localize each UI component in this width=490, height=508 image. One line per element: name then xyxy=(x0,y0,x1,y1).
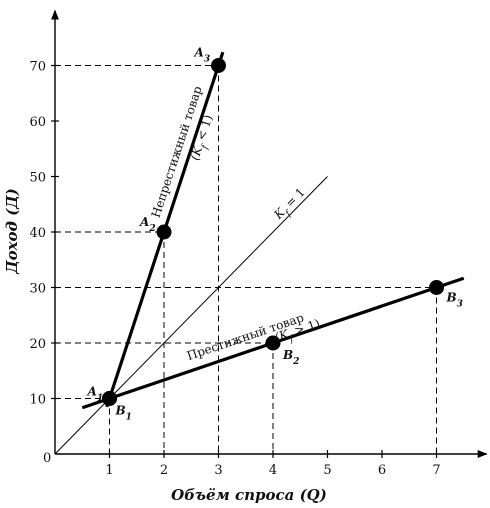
x-axis-title: Объём спроса (Q) xyxy=(171,486,327,504)
point-label: A3 xyxy=(194,46,211,65)
y-tick-label: 40 xyxy=(29,226,46,241)
x-tick-label: 6 xyxy=(378,463,386,478)
data-point xyxy=(211,58,226,73)
y-tick-label: 50 xyxy=(29,171,46,186)
data-point xyxy=(102,391,117,406)
x-tick-label: 5 xyxy=(323,463,331,478)
y-tick-label: 70 xyxy=(29,60,46,75)
point-label: B2 xyxy=(282,348,299,367)
data-point xyxy=(429,280,444,295)
y-tick-label: 30 xyxy=(29,282,46,297)
y-tick-label: 60 xyxy=(29,115,46,130)
data-point xyxy=(265,335,281,351)
y-tick-label: 20 xyxy=(29,337,46,352)
reference-line xyxy=(54,176,328,455)
x-tick-label: 2 xyxy=(160,463,168,478)
x-tick-label: 4 xyxy=(269,463,277,478)
x-tick-label: 1 xyxy=(105,463,113,478)
reference-line-label: Kf = 1 xyxy=(271,185,312,226)
point-label: A1 xyxy=(87,385,104,404)
x-tick-label: 3 xyxy=(214,463,222,478)
y-tick-label: 10 xyxy=(29,393,46,408)
point-label: B1 xyxy=(115,404,132,423)
origin-label: 0 xyxy=(43,451,51,466)
y-axis-title: Доход (Д) xyxy=(3,188,21,274)
point-label: A2 xyxy=(139,215,156,234)
point-label: B3 xyxy=(446,291,463,310)
x-tick-label: 7 xyxy=(432,463,440,478)
data-point xyxy=(156,224,172,240)
